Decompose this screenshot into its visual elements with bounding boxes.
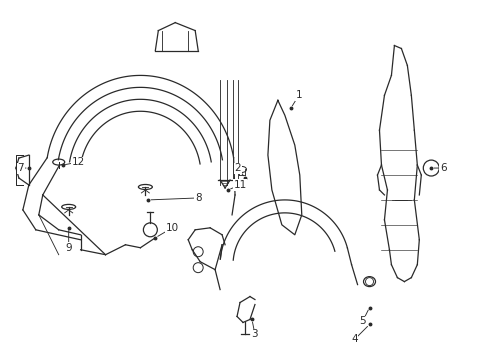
Text: 6: 6: [439, 163, 446, 173]
Text: 11: 11: [233, 180, 246, 190]
Text: 4: 4: [350, 334, 357, 345]
Text: 10: 10: [165, 223, 179, 233]
Text: 3: 3: [251, 329, 258, 339]
Text: 9: 9: [65, 243, 72, 253]
Text: 1: 1: [295, 90, 302, 100]
Text: 7: 7: [18, 163, 24, 173]
Text: 2: 2: [234, 163, 241, 173]
Text: 12: 12: [72, 157, 85, 167]
Text: 7: 7: [18, 163, 24, 173]
Text: 8: 8: [195, 193, 201, 203]
Text: 5: 5: [359, 316, 365, 327]
